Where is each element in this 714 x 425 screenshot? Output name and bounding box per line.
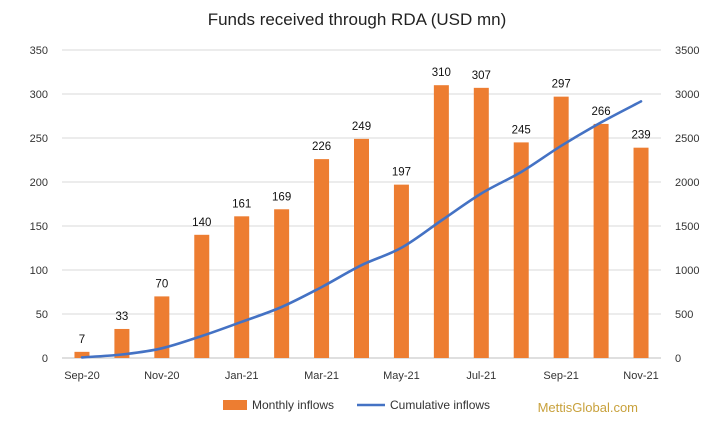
bar [194, 234, 210, 358]
bar-data-label: 70 [155, 278, 168, 290]
y-left-tick-label: 150 [30, 221, 48, 233]
bar-data-label: 249 [352, 121, 371, 133]
legend-swatch-monthly [223, 400, 247, 410]
bar-data-label: 239 [631, 130, 650, 142]
bar [633, 147, 649, 358]
axis-ticks: 0501001502002503003500500100015002000250… [30, 45, 700, 382]
y-left-tick-label: 0 [42, 353, 48, 365]
y-right-tick-label: 1000 [675, 265, 699, 277]
bar [314, 159, 330, 358]
x-tick-label: Nov-21 [623, 370, 658, 382]
bar [154, 296, 170, 358]
x-tick-label: Sep-21 [543, 370, 578, 382]
x-tick-label: Mar-21 [304, 370, 339, 382]
bar [473, 87, 489, 358]
y-left-tick-label: 250 [30, 133, 48, 145]
y-right-tick-label: 1500 [675, 221, 699, 233]
y-left-tick-label: 300 [30, 89, 48, 101]
bar-data-label: 310 [432, 67, 451, 79]
bar [393, 184, 409, 358]
y-left-tick-label: 350 [30, 45, 48, 57]
bar [553, 96, 569, 358]
legend: Monthly inflows Cumulative inflows [223, 398, 490, 412]
y-left-tick-label: 100 [30, 265, 48, 277]
bar-data-label: 7 [79, 334, 85, 346]
y-left-tick-label: 200 [30, 177, 48, 189]
bar [114, 328, 130, 358]
bar-data-label: 297 [552, 79, 571, 91]
bar [593, 123, 609, 358]
y-right-tick-label: 3000 [675, 89, 699, 101]
legend-label-cumulative: Cumulative inflows [390, 398, 490, 412]
bar [354, 138, 369, 358]
bar-data-label: 33 [116, 311, 129, 323]
bar [234, 216, 250, 358]
bar-data-label: 161 [232, 198, 251, 210]
bar [74, 351, 90, 358]
y-right-tick-label: 500 [675, 309, 693, 321]
y-left-tick-label: 50 [36, 309, 48, 321]
bar [274, 209, 290, 358]
y-right-tick-label: 2500 [675, 133, 699, 145]
bar-data-label: 307 [472, 70, 491, 82]
x-tick-label: May-21 [383, 370, 420, 382]
cumulative-line [80, 100, 643, 359]
bar-data-label: 266 [592, 106, 611, 118]
bar-data-label: 169 [272, 191, 291, 203]
line-series [80, 100, 643, 359]
watermark-logo: MettisGlobal.com [537, 400, 638, 415]
bar-data-label: 197 [392, 167, 411, 179]
y-right-tick-label: 2000 [675, 177, 699, 189]
bar-data-label: 245 [512, 124, 531, 136]
x-tick-label: Sep-20 [64, 370, 99, 382]
legend-label-monthly: Monthly inflows [252, 398, 334, 412]
bar [513, 142, 529, 358]
y-right-tick-label: 0 [675, 353, 681, 365]
x-tick-label: Nov-20 [144, 370, 179, 382]
y-right-tick-label: 3500 [675, 45, 699, 57]
x-tick-label: Jan-21 [225, 370, 259, 382]
bar-data-label: 140 [192, 217, 211, 229]
bar-data-label: 226 [312, 141, 331, 153]
data-labels: 7 33 70 140 161 169 226 249 197 310 307 245 297 266 23… [79, 67, 651, 346]
x-tick-label: Jul-21 [466, 370, 496, 382]
chart-title: Funds received through RDA (USD mn) [208, 10, 507, 29]
